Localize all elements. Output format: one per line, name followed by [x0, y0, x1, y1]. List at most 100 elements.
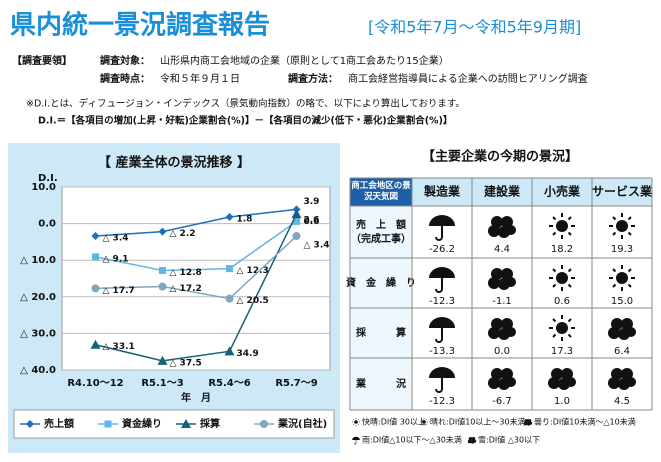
- weather-icon: [608, 264, 636, 292]
- data-label: 1.8: [237, 215, 253, 225]
- cell-value: 4.4: [494, 244, 510, 255]
- weather-icon: [428, 214, 456, 241]
- cell-value: 0.6: [554, 296, 570, 307]
- data-label: △ 33.1: [103, 342, 135, 352]
- header-label: 小売業: [544, 184, 581, 199]
- weather-icon: [548, 314, 576, 342]
- weather-icon: [608, 368, 636, 390]
- target-label: 調査対象：: [100, 54, 150, 67]
- cell-value: 19.3: [611, 244, 633, 255]
- weather-icon: [488, 216, 516, 238]
- y-axis-title: D.I.: [38, 173, 58, 184]
- legend-label: 採算: [200, 417, 220, 430]
- data-label: 0.6: [304, 217, 320, 227]
- legend-icon: [523, 419, 533, 426]
- note: ※D.I.とは、ディフュージョン・インデックス（景気動向指数）の略で、以下により…: [26, 98, 465, 110]
- y-tick-label: △ 10.0: [20, 255, 56, 266]
- y-tick-label: △ 40.0: [20, 365, 56, 376]
- y-tick-label: 0.0: [38, 219, 56, 230]
- data-label: 3.9: [304, 197, 320, 207]
- marker: [91, 284, 100, 293]
- weather-icon: [548, 368, 576, 390]
- marker: [226, 265, 233, 273]
- marker: [291, 209, 302, 219]
- header-label: サービス業: [592, 184, 653, 199]
- cell-value: -13.3: [429, 346, 455, 357]
- legend-icon: [351, 417, 361, 427]
- data-label: △ 3.4: [103, 234, 129, 244]
- method: 商工会経営指導員による企業への訪問ヒアリング調査: [348, 72, 588, 85]
- row-label: （完成工事）: [351, 232, 411, 245]
- formula: D.I.＝【各項目の増加(上昇・好転)企業割合(%)】－【各項目の減少(低下・悪…: [38, 115, 452, 127]
- plot-area: [61, 186, 331, 371]
- marker: [158, 227, 167, 236]
- header-wrap: 商工会地区の景況天気図: [351, 181, 411, 202]
- marker: [225, 294, 234, 303]
- weather-icon: [608, 318, 636, 340]
- weather-legend: 曇り:DI値10未満～△10未満: [534, 417, 636, 427]
- row-label: 売 上 額: [356, 218, 406, 231]
- weather-icon: [428, 316, 456, 343]
- row-label-cell: [350, 358, 412, 410]
- weather-legend: 雪:DI値 △30以下: [478, 435, 540, 445]
- cell-value: 18.2: [551, 244, 573, 255]
- data-label: △ 17.2: [170, 284, 202, 294]
- data-label: △ 37.5: [170, 358, 202, 368]
- legend-marker: [104, 420, 112, 428]
- header-label: 建設業: [483, 184, 521, 199]
- cell-value: 15.0: [611, 296, 633, 307]
- x-tick-label: R4.10～12: [67, 378, 123, 389]
- cell-value: 17.3: [551, 346, 573, 357]
- chart-title: 【 産業全体の景況推移 】: [98, 155, 250, 171]
- marker: [293, 217, 300, 225]
- weather-icon: [428, 266, 456, 293]
- row-label: 採 算: [356, 326, 406, 339]
- row-label-cell: [350, 206, 412, 258]
- legend-icon: [467, 437, 477, 444]
- cell-value: -1.1: [492, 296, 512, 307]
- weather-icon: [428, 366, 456, 393]
- date-label: 調査時点：: [100, 72, 150, 85]
- cell-value: 1.0: [554, 396, 570, 407]
- weather-icon: [488, 268, 516, 290]
- cell-value: -12.3: [429, 396, 455, 407]
- table-title: 【主要企業の今期の景況】: [422, 149, 578, 165]
- x-tick-label: R5.4～6: [208, 378, 250, 389]
- marker: [157, 355, 168, 365]
- target: 山形県内商工会地域の企業（原則として1商工会あたり15企業）: [160, 54, 449, 67]
- method-label: 調査方法：: [288, 72, 338, 85]
- marker: [92, 253, 99, 261]
- row-label: 業 況: [355, 377, 406, 390]
- data-label: △ 3.4: [304, 241, 330, 251]
- data-label: △ 9.1: [103, 254, 129, 264]
- weather-legend: 快晴:DI値 30以上: [362, 417, 426, 427]
- cell-value: -12.3: [429, 296, 455, 307]
- period: [令和5年7月～令和5年9月期]: [368, 18, 581, 37]
- marker: [225, 213, 234, 222]
- header-label: 商工会地区の景況天気図: [351, 181, 411, 202]
- cell-value: 4.5: [614, 396, 630, 407]
- weather-legend: 晴れ:DI値10以上～30未満: [430, 417, 526, 427]
- header-cell: [350, 178, 412, 206]
- legend-icon: [351, 436, 361, 445]
- data-label: △ 17.7: [103, 286, 135, 296]
- data-label: △ 2.2: [170, 229, 196, 239]
- legend-label: 業況(自社): [277, 417, 327, 430]
- data-label: △ 12.3: [237, 266, 269, 276]
- data-label: △ 20.5: [237, 296, 269, 306]
- title: 県内統一景況調査報告: [10, 10, 270, 41]
- legend: [13, 409, 335, 439]
- row-label-cell: [350, 308, 412, 358]
- y-tick-label: △ 30.0: [20, 328, 56, 339]
- legend-label: 売上額: [44, 417, 74, 430]
- data-label: △ 12.8: [170, 268, 202, 278]
- series-line: [95, 220, 297, 272]
- weather-icon: [548, 264, 576, 292]
- y-tick-label: △ 20.0: [20, 292, 56, 303]
- marker: [292, 232, 301, 241]
- marker: [224, 346, 235, 356]
- cell-value: 6.4: [614, 346, 630, 357]
- cell-value: 0.0: [494, 346, 510, 357]
